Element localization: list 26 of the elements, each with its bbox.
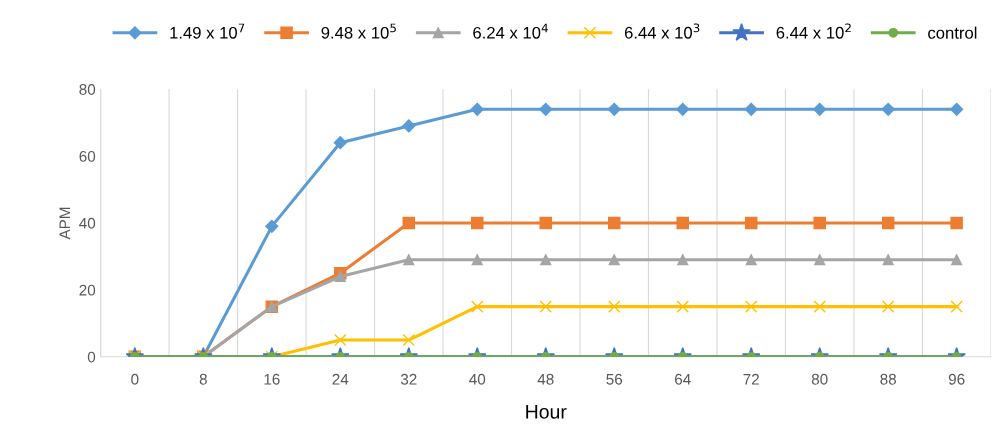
x-tick-label: 88 (880, 373, 897, 385)
y-tick-label: 80 (79, 84, 96, 95)
legend-label: 9.48 x 10$^{5}$ (321, 23, 396, 39)
x-tick-label: 56 (606, 373, 623, 385)
legend-label: 6.44 x 10$^{3}$ (624, 23, 700, 39)
y-tick-label: 40 (79, 217, 96, 229)
x-tick-label: 32 (400, 373, 417, 385)
x-tick-label: 96 (948, 373, 965, 385)
x-tick-label: 24 (332, 373, 349, 385)
x-tick-label: 16 (264, 373, 280, 385)
legend-label: 6.24 x 10$^{4}$ (473, 23, 548, 39)
legend-label: control (928, 26, 977, 39)
x-tick-label: 64 (675, 373, 691, 385)
y-tick-label: 0 (87, 351, 96, 363)
x-tick-label: 72 (743, 373, 759, 385)
x-tick-label: 80 (811, 373, 828, 385)
x-tick-label: 0 (131, 373, 139, 385)
x-tick-label: 48 (537, 373, 554, 385)
legend-label: 6.44 x 10$^{2}$ (776, 23, 851, 39)
legend-label: 1.49 x 10$^{7}$ (170, 23, 245, 39)
x-tick-label: 8 (199, 373, 207, 385)
x-axis-title: Hour (526, 405, 567, 419)
x-tick-label: 40 (469, 373, 486, 385)
y-tick-label: 20 (79, 284, 96, 296)
y-tick-label: 60 (79, 150, 96, 162)
y-axis-title: APM (59, 207, 71, 240)
